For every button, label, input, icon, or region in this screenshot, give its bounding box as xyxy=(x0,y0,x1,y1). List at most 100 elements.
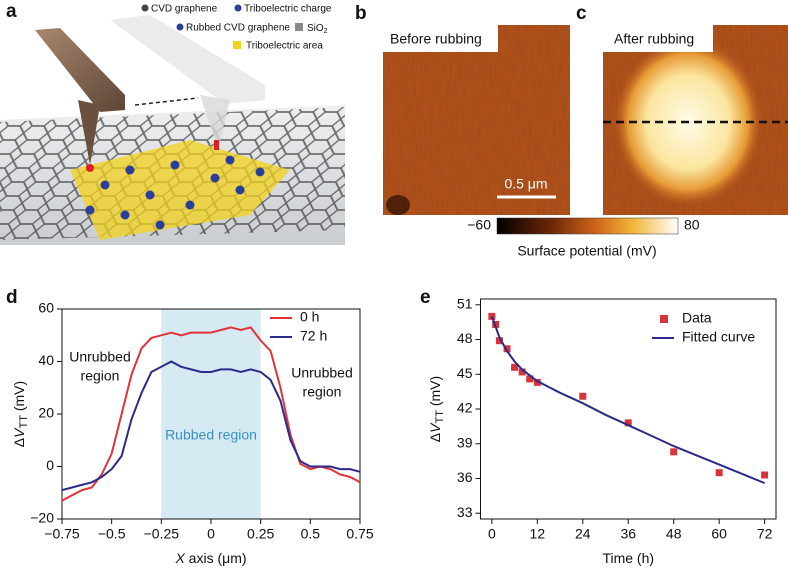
motion-arrow xyxy=(134,97,199,106)
x-tick-label: 60 xyxy=(711,526,727,542)
legend-label: Fitted curve xyxy=(682,329,755,345)
panel-b: Before rubbing 0.5 μm xyxy=(383,25,570,215)
x-tick-label: 0.25 xyxy=(247,526,274,542)
legend-icon xyxy=(141,4,149,12)
scale-bar-label: 0.5 μm xyxy=(504,176,547,192)
y-axis-label-unit: (mV) xyxy=(427,376,443,410)
series-line xyxy=(61,360,361,492)
series-line xyxy=(490,316,765,485)
panel-label: c xyxy=(576,3,587,24)
x-tick-label: 36 xyxy=(620,526,636,542)
x-tick-label: −0.25 xyxy=(144,526,180,542)
legend-icon xyxy=(234,4,242,12)
charge xyxy=(255,167,265,177)
y-tick-label: 48 xyxy=(457,330,473,346)
charges xyxy=(85,155,265,230)
shaded-region xyxy=(161,309,261,519)
y-axis-label-unit: (mV) xyxy=(11,381,27,415)
x-tick-label: 0 xyxy=(488,526,496,542)
panel-label: a xyxy=(6,1,17,22)
charge xyxy=(210,173,220,183)
data-point xyxy=(715,469,723,477)
data-point xyxy=(488,312,496,320)
y-axis-label-sub: TT xyxy=(434,410,446,424)
x-tick-label: −0.5 xyxy=(98,526,126,542)
legend-text: SiO2 xyxy=(307,23,328,35)
tip-contact-ghost xyxy=(214,140,219,150)
legend-text: Rubbed CVD graphene xyxy=(186,23,290,34)
y-tick-label: 45 xyxy=(457,365,473,381)
annotation: region xyxy=(81,368,120,384)
series-line xyxy=(61,326,361,502)
annotation: Unrubbed xyxy=(291,365,353,381)
y-axis-label-prefix: Δ xyxy=(427,433,443,442)
tip xyxy=(78,100,100,165)
data-point xyxy=(503,345,511,353)
x-axis-label: X axis (μm) xyxy=(174,550,246,566)
data-point xyxy=(761,471,769,479)
charge xyxy=(235,185,245,195)
region-label: Rubbed region xyxy=(165,427,257,443)
data-point xyxy=(495,337,503,345)
x-tick-label: 0.75 xyxy=(346,526,373,542)
y-tick-label: 20 xyxy=(38,405,54,421)
colorbar-tick-label: −60 xyxy=(467,217,491,233)
charge xyxy=(120,210,130,220)
y-tick-label: 51 xyxy=(457,295,473,311)
legend-text: Triboelectric area xyxy=(246,41,323,52)
legend-text: CVD graphene xyxy=(151,4,218,15)
charge xyxy=(145,190,155,200)
colorbar-tick-label: 80 xyxy=(684,217,700,233)
legend-icon xyxy=(295,23,303,31)
y-axis-label-var: V xyxy=(11,427,27,438)
x-tick-label: −0.75 xyxy=(44,526,80,542)
panel-c: After rubbing xyxy=(603,25,788,215)
panel-a: CVD graphene Triboelectric charge Rubbed… xyxy=(0,4,345,245)
legend-swatch xyxy=(660,315,668,323)
legend-text: SiO xyxy=(307,23,324,34)
legend-icon xyxy=(176,23,184,31)
y-tick-label: 39 xyxy=(457,434,473,450)
x-axis-label: Time (h) xyxy=(602,550,654,566)
tip-ghost xyxy=(200,95,230,150)
charge xyxy=(125,165,135,175)
charge xyxy=(225,155,235,165)
legend-icon xyxy=(233,41,241,49)
x-tick-label: 72 xyxy=(757,526,773,542)
y-axis-label: ΔVTT (mV) xyxy=(11,381,30,447)
charge xyxy=(155,220,165,230)
panel-label: e xyxy=(420,287,431,308)
legend-label: 72 h xyxy=(300,328,327,344)
y-tick-label: 33 xyxy=(457,504,473,520)
legend-sub: 2 xyxy=(324,28,328,35)
y-axis-label-var: V xyxy=(427,422,443,433)
y-axis-label: ΔVTT (mV) xyxy=(427,376,446,442)
data-point xyxy=(526,375,534,383)
y-axis-label-sub: TT xyxy=(18,415,30,429)
caption-box xyxy=(603,25,713,52)
charge xyxy=(185,200,195,210)
charge xyxy=(100,180,110,190)
y-tick-label: 42 xyxy=(457,400,473,416)
colorbar-title: Surface potential (mV) xyxy=(517,243,656,259)
annotation: region xyxy=(303,384,342,400)
x-axis-label-text: axis (μm) xyxy=(185,550,247,566)
y-tick-label: 36 xyxy=(457,469,473,485)
charge xyxy=(170,160,180,170)
data-point xyxy=(533,378,541,386)
x-tick-label: 24 xyxy=(575,526,591,542)
y-tick-label: 40 xyxy=(38,352,54,368)
tip-contact xyxy=(86,164,94,172)
y-tick-label: 60 xyxy=(38,300,54,316)
data-point xyxy=(624,419,632,427)
panel-label: b xyxy=(355,3,367,24)
x-axis-label-text: Time (h) xyxy=(602,550,654,566)
panel-label: d xyxy=(6,287,18,308)
data-point xyxy=(511,363,519,371)
legend-text: Triboelectric charge xyxy=(244,4,332,15)
x-tick-label: 48 xyxy=(666,526,682,542)
y-tick-label: 0 xyxy=(46,457,54,473)
map-noise xyxy=(383,25,570,215)
caption-box xyxy=(383,25,498,52)
